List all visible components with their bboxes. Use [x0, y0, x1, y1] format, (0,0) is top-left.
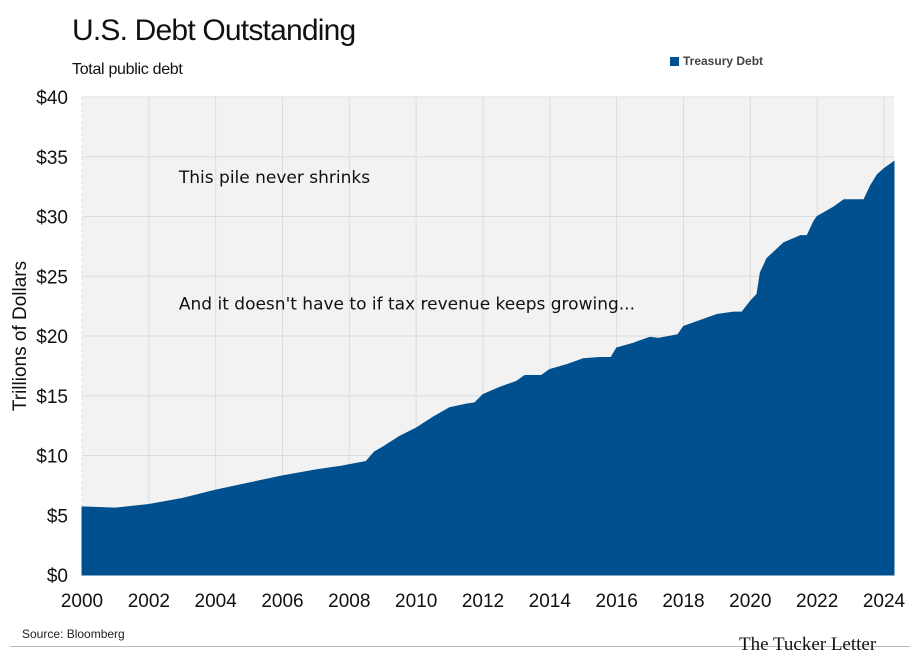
- x-tick-label: 2000: [61, 591, 103, 612]
- x-tick-label: 2002: [128, 591, 170, 612]
- chart-title: U.S. Debt Outstanding: [72, 14, 356, 47]
- x-tick-label: 2008: [328, 591, 370, 612]
- x-tick-label: 2020: [729, 591, 771, 612]
- x-tick-label: 2022: [796, 591, 838, 612]
- y-tick-label: $5: [47, 506, 68, 527]
- legend-swatch-treasury-debt: [670, 56, 679, 66]
- x-tick-label: 2010: [395, 591, 437, 612]
- y-tick-label: $20: [36, 327, 68, 348]
- y-axis-title: Trillions of Dollars: [10, 261, 31, 411]
- chart-annotation-2: And it doesn't have to if tax revenue ke…: [179, 295, 635, 315]
- legend-label-treasury-debt: Treasury Debt: [683, 54, 764, 68]
- y-tick-label: $30: [36, 208, 68, 229]
- source-note: Source: Bloomberg: [22, 627, 125, 641]
- x-tick-label: 2012: [462, 591, 504, 612]
- x-tick-label: 2018: [662, 591, 704, 612]
- x-tick-label: 2006: [261, 591, 303, 612]
- chart-legend: Treasury Debt: [670, 54, 763, 68]
- footer-divider: [10, 646, 910, 647]
- x-tick-label: 2014: [529, 591, 572, 612]
- y-tick-label: $40: [36, 88, 68, 109]
- y-tick-label: $0: [47, 566, 68, 587]
- series-area-treasury-debt: [81, 160, 895, 576]
- x-tick-label: 2004: [195, 591, 238, 612]
- chart-subtitle: Total public debt: [72, 61, 183, 78]
- y-tick-label: $15: [36, 387, 68, 408]
- publisher-brand: The Tucker Letter: [739, 634, 877, 655]
- chart-annotation-1: This pile never shrinks: [178, 168, 370, 188]
- x-tick-label: 2016: [596, 591, 638, 612]
- y-tick-label: $10: [36, 447, 68, 468]
- x-tick-label: 2024: [863, 591, 906, 612]
- y-tick-label: $35: [36, 148, 68, 169]
- y-tick-label: $25: [36, 267, 68, 288]
